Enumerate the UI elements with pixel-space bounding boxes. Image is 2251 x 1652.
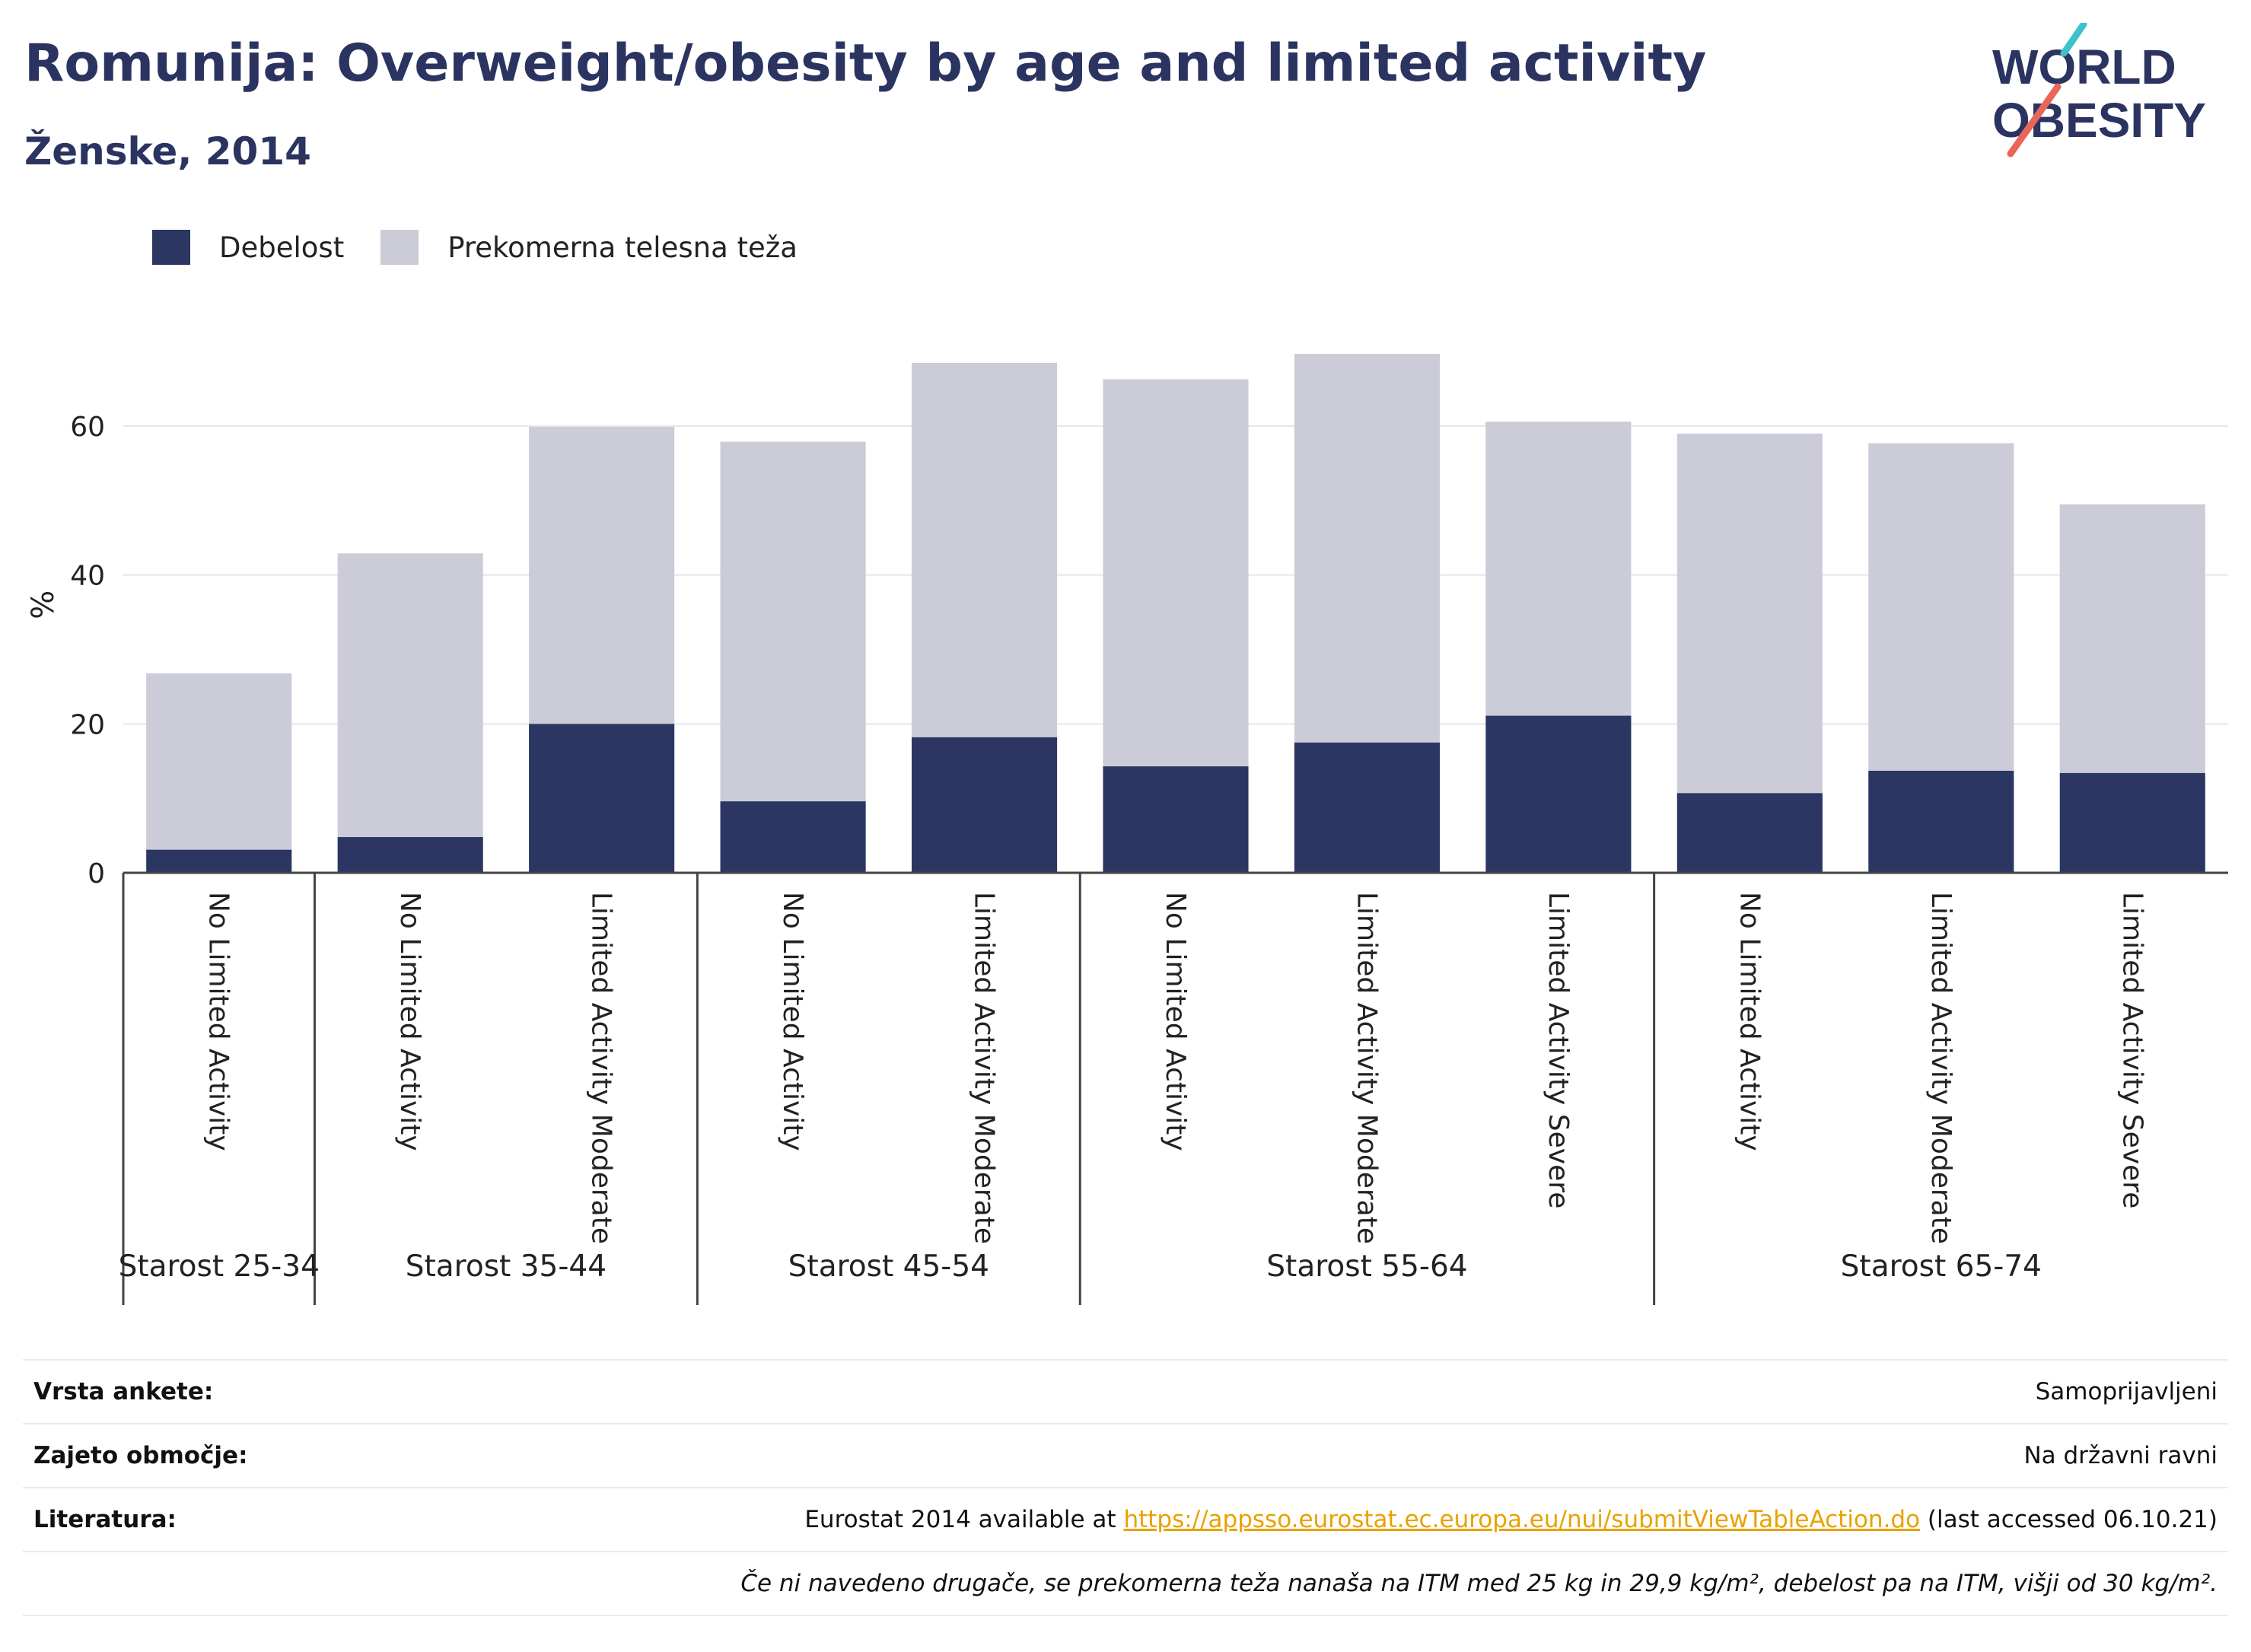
world-obesity-logo: WORLD OBESITY xyxy=(1992,23,2206,158)
x-category-label: No Limited Activity xyxy=(1734,892,1765,1151)
coverage-label: Zajeto območje: xyxy=(23,1423,323,1488)
bar-obesity xyxy=(1103,766,1249,873)
bar-overweight xyxy=(720,441,866,802)
references-link[interactable]: https://appsso.eurostat.ec.europa.eu/nui… xyxy=(1123,1506,1921,1533)
note-spacer xyxy=(23,1551,323,1616)
bar-overweight xyxy=(1294,354,1441,743)
x-group-label: Starost 45-54 xyxy=(788,1249,989,1284)
logo-accent-teal xyxy=(2060,23,2087,57)
info-row-survey: Vrsta ankete: Samoprijavljeni xyxy=(23,1359,2228,1424)
bar-overweight xyxy=(146,673,292,850)
y-tick-label: 0 xyxy=(88,858,105,890)
x-category-label: Limited Activity Moderate xyxy=(969,892,1000,1244)
x-category-label: No Limited Activity xyxy=(777,892,808,1151)
x-group-label: Starost 25-34 xyxy=(119,1249,320,1284)
x-group-label: Starost 35-44 xyxy=(406,1249,607,1284)
bar-overweight xyxy=(1485,422,1632,716)
references-prefix: Eurostat 2014 available at xyxy=(804,1506,1124,1533)
info-row-references: Literatura: Eurostat 2014 available at h… xyxy=(23,1487,2228,1552)
legend-item-obesity[interactable]: Debelost xyxy=(152,230,344,265)
x-category-label: Limited Activity Moderate xyxy=(1925,892,1956,1244)
bar-overweight xyxy=(1868,443,2014,771)
survey-label: Vrsta ankete: xyxy=(23,1359,323,1424)
y-tick-label: 20 xyxy=(70,709,105,740)
stacked-bar-chart: 0 20 40 60% No Limited Activity No Limited Ac… xyxy=(26,354,2228,1305)
bar-overweight xyxy=(529,426,675,724)
y-axis-label: % xyxy=(26,590,61,619)
bar-obesity xyxy=(1868,770,2014,873)
references-value: Eurostat 2014 available at https://appss… xyxy=(322,1487,2228,1552)
bar-obesity xyxy=(2059,772,2205,873)
bar-overweight xyxy=(1676,433,1823,794)
x-category-label: Limited Activity Severe xyxy=(1543,892,1574,1208)
logo-accent-coral xyxy=(2007,83,2062,158)
info-row-coverage: Zajeto območje: Na državni ravni xyxy=(23,1423,2228,1488)
bar-obesity xyxy=(1485,715,1632,873)
bar-obesity xyxy=(529,724,675,873)
legend-label-obesity: Debelost xyxy=(219,231,345,264)
y-tick-label: 60 xyxy=(70,412,105,443)
logo-line2: OBESITY xyxy=(1992,93,2206,148)
bar-obesity xyxy=(720,801,866,873)
references-suffix: (last accessed 06.10.21) xyxy=(1920,1506,2218,1533)
x-category-label: No Limited Activity xyxy=(203,892,234,1151)
legend-label-overweight: Prekomerna telesna teža xyxy=(447,231,798,264)
bar-overweight xyxy=(2059,504,2205,773)
x-category-label: No Limited Activity xyxy=(394,892,425,1151)
bar-obesity xyxy=(146,849,292,873)
references-label: Literatura: xyxy=(23,1487,323,1552)
chart-legend: Debelost Prekomerna telesna teža xyxy=(152,227,834,268)
y-tick-label: 40 xyxy=(70,561,105,592)
legend-swatch-overweight xyxy=(380,230,419,265)
coverage-value: Na državni ravni xyxy=(322,1423,2228,1488)
bar-overweight xyxy=(337,553,483,838)
chart-subtitle: Ženske, 2014 xyxy=(24,129,311,173)
bar-obesity xyxy=(911,737,1058,873)
legend-item-overweight[interactable]: Prekomerna telesna teža xyxy=(380,230,798,265)
bar-obesity xyxy=(1294,742,1441,873)
chart-title: Romunija: Overweight/obesity by age and … xyxy=(24,33,1707,94)
definition-note: Če ni navedeno drugače, se prekomerna te… xyxy=(322,1551,2228,1616)
bar-overweight xyxy=(911,362,1058,737)
bar-overweight xyxy=(1103,379,1249,767)
bar-obesity xyxy=(337,837,483,873)
info-row-note: Če ni navedeno drugače, se prekomerna te… xyxy=(23,1551,2228,1616)
logo-line1: WORLD xyxy=(1992,40,2176,94)
info-table: Vrsta ankete: Samoprijavljeni Zajeto obm… xyxy=(23,1359,2228,1616)
survey-value: Samoprijavljeni xyxy=(322,1359,2228,1424)
x-category-label: No Limited Activity xyxy=(1160,892,1191,1151)
x-category-label: Limited Activity Moderate xyxy=(586,892,617,1244)
x-category-label: Limited Activity Severe xyxy=(2116,892,2148,1208)
x-group-label: Starost 55-64 xyxy=(1266,1249,1467,1284)
x-category-label: Limited Activity Moderate xyxy=(1351,892,1382,1244)
bar-obesity xyxy=(1676,793,1823,873)
x-group-label: Starost 65-74 xyxy=(1841,1249,2042,1284)
legend-swatch-obesity xyxy=(152,230,190,265)
